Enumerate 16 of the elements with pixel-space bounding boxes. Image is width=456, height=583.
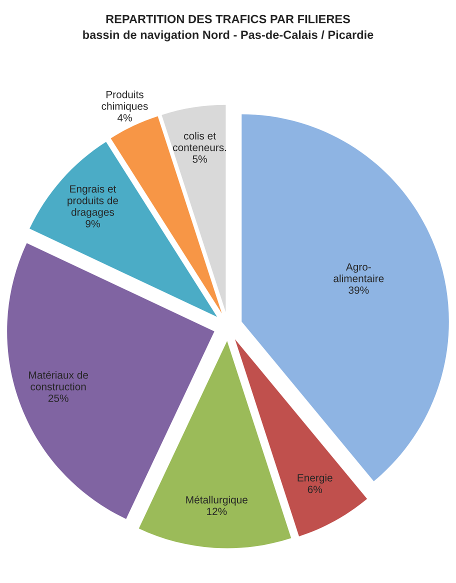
slice-label: Agro- alimentaire (334, 263, 384, 282)
data-label: 25% (48, 394, 68, 402)
chart-title: REPARTITION DES TRAFICS PAR FILIERES (106, 14, 350, 24)
data-label: 39% (348, 286, 369, 294)
data-label: 9% (86, 220, 100, 228)
slice-label: Matériaux de construction (29, 370, 88, 390)
slice-label: Produits chimiques (102, 90, 148, 112)
data-label: 12% (207, 508, 227, 516)
slice-label: colis et conteneurs. (173, 132, 226, 152)
data-label: 6% (308, 486, 322, 494)
data-label: 5% (192, 155, 207, 163)
chart-subtitle: bassin de navigation Nord - Pas-de-Calais / Picardie (83, 30, 374, 42)
data-label: 4% (117, 114, 132, 122)
slice-label: Energie (298, 474, 332, 484)
slice-label: Métallurgique (186, 496, 248, 506)
slice-label: Engrais et produits de dragages (68, 184, 118, 218)
